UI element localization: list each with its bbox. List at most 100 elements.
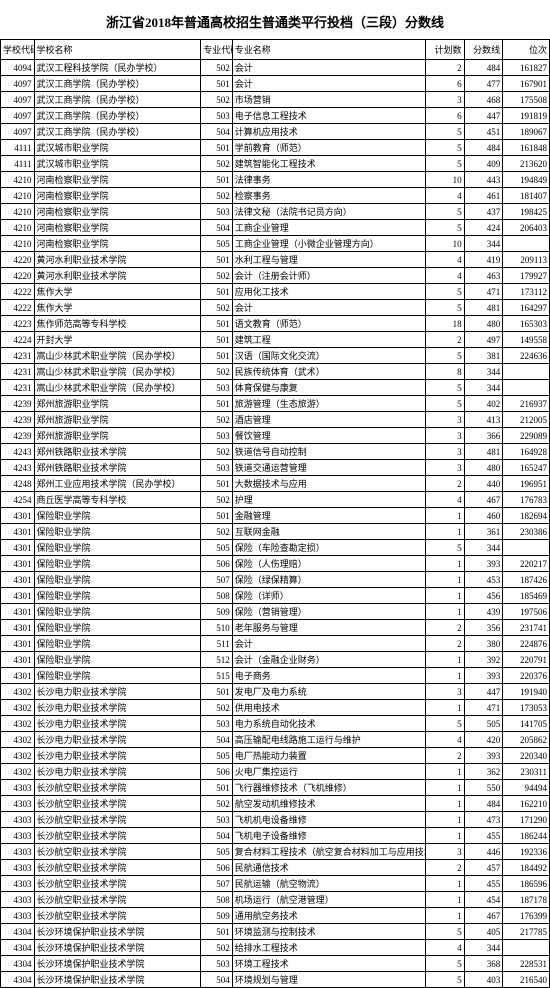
- table-cell: 511: [201, 636, 233, 652]
- table-row: 4220黄河水利职业技术学院501水利工程与管理4419209113: [1, 252, 550, 268]
- page-title: 浙江省2018年普通高校招生普通类平行投档（三段）分数线: [0, 0, 550, 39]
- table-cell: 语文教育（师范）: [232, 316, 425, 332]
- table-cell: 165247: [503, 460, 550, 476]
- table-row: 4304长沙环境保护职业技术学院502给排水工程技术4344: [1, 940, 550, 956]
- table-cell: 501: [201, 508, 233, 524]
- table-row: 4303长沙航空职业技术学院503飞机机电设备维修1473171290: [1, 812, 550, 828]
- table-cell: 保险职业学院: [34, 524, 201, 540]
- table-row: 4222焦作大学502会计5481164297: [1, 300, 550, 316]
- table-row: 4248郑州工业应用技术学院（民办学校）501大数据技术与应用244019695…: [1, 476, 550, 492]
- table-row: 4210河南检察职业学院505工商企业管理（小微企业管理方向）10344: [1, 236, 550, 252]
- table-row: 4304长沙环境保护职业技术学院503环境工程技术5368228531: [1, 956, 550, 972]
- table-cell: 509: [201, 908, 233, 924]
- table-cell: 463: [464, 268, 503, 284]
- table-cell: 4301: [1, 668, 35, 684]
- table-cell: 4243: [1, 444, 35, 460]
- table-cell: 保险（人伤理赔）: [232, 556, 425, 572]
- table-row: 4301保险职业学院502互联网金融1361230386: [1, 524, 550, 540]
- table-row: 4231嵩山少林武术职业学院（民办学校）503体育保健与康复5344: [1, 380, 550, 396]
- table-cell: 471: [464, 700, 503, 716]
- table-cell: 互联网金融: [232, 524, 425, 540]
- table-row: 4243郑州铁路职业技术学院502铁道信号自动控制3481164928: [1, 444, 550, 460]
- table-cell: 4: [425, 252, 464, 268]
- table-cell: 173053: [503, 700, 550, 716]
- table-cell: 501: [201, 348, 233, 364]
- table-cell: 4097: [1, 76, 35, 92]
- table-cell: 4: [425, 188, 464, 204]
- table-cell: 197506: [503, 604, 550, 620]
- table-cell: 计算机应用技术: [232, 124, 425, 140]
- table-cell: 民航运输（航空物流）: [232, 876, 425, 892]
- table-cell: 362: [464, 764, 503, 780]
- table-cell: 501: [201, 76, 233, 92]
- table-cell: 4239: [1, 396, 35, 412]
- table-cell: 176783: [503, 492, 550, 508]
- column-header: 分数线: [464, 40, 503, 60]
- table-cell: 保险职业学院: [34, 508, 201, 524]
- table-cell: 长沙电力职业技术学院: [34, 684, 201, 700]
- table-cell: 3: [425, 428, 464, 444]
- table-cell: 开封大学: [34, 332, 201, 348]
- table-cell: 5: [425, 540, 464, 556]
- table-cell: 356: [464, 620, 503, 636]
- table-cell: 长沙航空职业技术学院: [34, 892, 201, 908]
- table-cell: 5: [425, 140, 464, 156]
- table-cell: 供用电技术: [232, 700, 425, 716]
- table-cell: 1: [425, 796, 464, 812]
- table-cell: 173112: [503, 284, 550, 300]
- table-cell: 161827: [503, 60, 550, 76]
- table-cell: 会计: [232, 76, 425, 92]
- table-cell: 206403: [503, 220, 550, 236]
- table-cell: 飞行器维修技术（飞机维修）: [232, 780, 425, 796]
- table-cell: 1: [425, 572, 464, 588]
- table-cell: 439: [464, 604, 503, 620]
- table-cell: 保险职业学院: [34, 556, 201, 572]
- table-cell: 2: [425, 620, 464, 636]
- table-cell: 502: [201, 444, 233, 460]
- table-cell: 94494: [503, 780, 550, 796]
- table-cell: 10: [425, 236, 464, 252]
- table-cell: 保险（详师）: [232, 588, 425, 604]
- table-cell: 2: [425, 60, 464, 76]
- table-cell: 电力系统自动化技术: [232, 716, 425, 732]
- table-cell: 火电厂集控运行: [232, 764, 425, 780]
- table-cell: 366: [464, 428, 503, 444]
- table-cell: 4304: [1, 956, 35, 972]
- table-cell: 501: [201, 140, 233, 156]
- table-cell: 4: [425, 492, 464, 508]
- table-cell: [503, 364, 550, 380]
- table-cell: 231741: [503, 620, 550, 636]
- table-cell: 会计: [232, 636, 425, 652]
- table-cell: 4231: [1, 380, 35, 396]
- table-cell: 2: [425, 860, 464, 876]
- table-cell: 4231: [1, 348, 35, 364]
- table-cell: 4094: [1, 60, 35, 76]
- table-cell: 5: [425, 716, 464, 732]
- table-cell: 191940: [503, 684, 550, 700]
- table-cell: 高压输配电线路施工运行与维护: [232, 732, 425, 748]
- table-cell: 水利工程与管理: [232, 252, 425, 268]
- table-cell: 502: [201, 796, 233, 812]
- table-cell: 501: [201, 684, 233, 700]
- column-header: 专业代码: [201, 40, 233, 60]
- table-cell: 2: [425, 332, 464, 348]
- table-cell: 河南检察职业学院: [34, 172, 201, 188]
- table-cell: 484: [464, 140, 503, 156]
- table-cell: 455: [464, 828, 503, 844]
- table-row: 4223焦作师范高等专科学校501语文教育（师范）18480165303: [1, 316, 550, 332]
- table-cell: 餐饮管理: [232, 428, 425, 444]
- table-cell: 嵩山少林武术职业学院（民办学校）: [34, 380, 201, 396]
- table-cell: 510: [201, 620, 233, 636]
- table-cell: 344: [464, 940, 503, 956]
- table-cell: 4303: [1, 796, 35, 812]
- table-cell: 402: [464, 396, 503, 412]
- table-cell: 503: [201, 108, 233, 124]
- table-cell: 509: [201, 604, 233, 620]
- table-row: 4301保险职业学院501金融管理1460182694: [1, 508, 550, 524]
- table-cell: 4303: [1, 812, 35, 828]
- table-cell: [503, 380, 550, 396]
- table-cell: 165303: [503, 316, 550, 332]
- table-cell: 长沙航空职业技术学院: [34, 812, 201, 828]
- table-cell: 224876: [503, 636, 550, 652]
- table-cell: 保险（车险查勘定损）: [232, 540, 425, 556]
